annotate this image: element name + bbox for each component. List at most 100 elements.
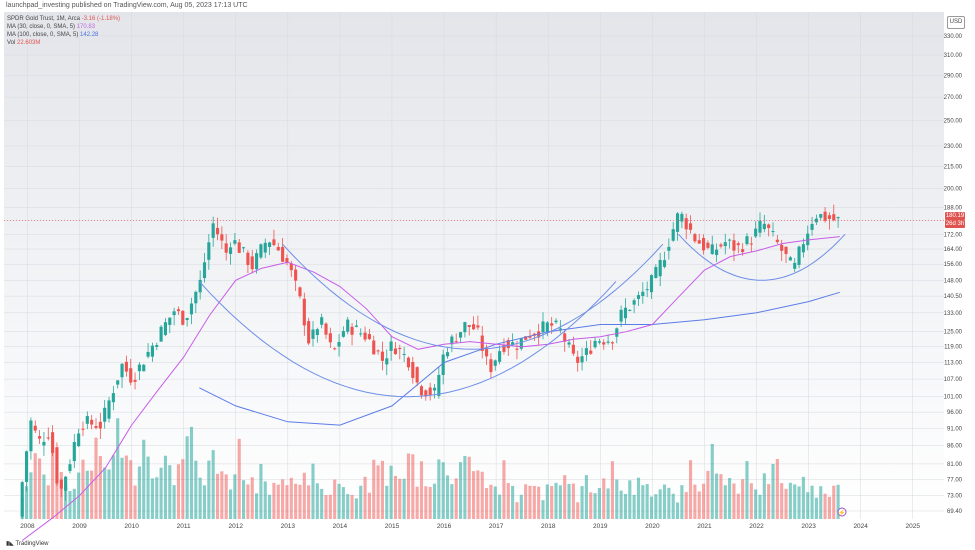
volume-bar — [662, 484, 667, 519]
candle-body — [602, 342, 606, 345]
volume-bar — [25, 486, 29, 519]
volume-bar — [116, 418, 120, 519]
candle-body — [515, 348, 519, 350]
volume-bar — [68, 491, 72, 519]
candle-body — [94, 426, 98, 428]
volume-bar — [476, 470, 480, 519]
legend-ma30-row[interactable]: MA (30, close, 0, SMA, 5) 170.83 — [7, 23, 120, 31]
time-tick-label: 2011 — [177, 523, 191, 530]
volume-bar — [198, 477, 202, 519]
candle-body — [159, 326, 163, 342]
candle-body — [467, 325, 471, 327]
legend-symbol-row[interactable]: SPDR Gold Trust, 1M, Arca -3.16 (-1.18%) — [7, 15, 120, 23]
volume-bar — [706, 470, 710, 519]
rounding-arc — [678, 233, 846, 281]
candle-body — [163, 322, 168, 335]
volume-bar — [493, 486, 497, 519]
volume-bar — [823, 493, 827, 519]
candle-body — [198, 279, 202, 293]
candle-body — [472, 324, 476, 330]
volume-bar — [120, 457, 124, 519]
candle-body — [485, 348, 489, 357]
candle-body — [320, 317, 324, 325]
candle-body — [754, 228, 758, 237]
volume-bar — [159, 467, 163, 519]
volume-bar — [498, 494, 502, 519]
volume-bar — [276, 484, 280, 519]
volume-bar — [793, 484, 797, 519]
volume-bar — [485, 488, 489, 519]
volume-bar — [90, 470, 94, 519]
volume-bar — [42, 474, 46, 519]
volume-bar — [741, 479, 745, 519]
volume-bar — [29, 472, 33, 519]
candle-body — [185, 318, 189, 321]
volume-bar — [419, 461, 424, 519]
time-tick-label: 2010 — [124, 523, 139, 530]
volume-bar — [380, 460, 384, 519]
candle-body — [723, 242, 727, 247]
candle-body — [641, 291, 645, 297]
candle-body — [827, 215, 831, 219]
time-tick-label: 2025 — [906, 523, 921, 530]
volume-bar — [285, 485, 289, 519]
volume-bar — [719, 474, 723, 519]
volume-bar — [762, 473, 766, 519]
volume-bar — [294, 483, 298, 519]
candle-body — [775, 239, 779, 243]
price-tick-label: 91.00 — [947, 426, 963, 432]
volume-bar — [289, 477, 293, 519]
candle-body — [463, 322, 467, 333]
volume-bar — [337, 483, 341, 519]
time-axis: 2008 2009 2010 2011 2012 2013 2014 2015 2016 2017… — [20, 523, 920, 530]
candle-body — [667, 246, 671, 251]
volume-bar — [354, 498, 358, 519]
candle-body — [671, 229, 675, 241]
candle-body — [289, 263, 293, 271]
candle-body — [489, 359, 493, 373]
volume-bar — [107, 469, 111, 519]
time-tick-label: 2024 — [853, 523, 868, 530]
candle-body — [749, 243, 753, 245]
volume-bar — [736, 493, 740, 519]
candle-body — [263, 242, 267, 253]
legend-volume-row[interactable]: Vol 22.603M — [7, 39, 120, 47]
candle-body — [90, 419, 94, 425]
ma100-line — [199, 291, 840, 426]
legend-ma100-row[interactable]: MA (100, close, 0, SMA, 5) 142.28 — [7, 31, 120, 39]
candle-body — [710, 244, 714, 255]
volume-bar — [424, 486, 428, 519]
volume-bar — [146, 456, 150, 519]
candle-body — [645, 289, 649, 291]
candle-body — [550, 323, 554, 326]
candle-body — [359, 333, 363, 335]
candle-body — [728, 239, 732, 241]
volume-bar — [38, 458, 42, 519]
price-axis: 69.40 73.00 77.00 81.00 86.00 91.00 96.00 101.0… — [944, 34, 963, 515]
candle-body — [636, 295, 641, 299]
volume-bar — [333, 479, 337, 519]
volume-bar — [172, 485, 176, 519]
volume-bar — [758, 494, 762, 519]
candle-body — [458, 332, 463, 338]
tradingview-logo[interactable]: ▮◣ TradingView — [6, 540, 49, 547]
candle-body — [519, 338, 523, 349]
candle-body — [146, 351, 150, 357]
candle-body — [393, 348, 398, 355]
candle-body — [819, 214, 823, 218]
candle-body — [498, 351, 502, 362]
candle-body — [662, 260, 667, 267]
volume-bar — [571, 483, 575, 519]
time-tick-label: 2022 — [749, 523, 764, 530]
volume-bar — [176, 464, 181, 519]
candle-body — [111, 393, 115, 403]
currency-button[interactable]: USD — [947, 16, 965, 29]
rounding-arcs — [198, 233, 846, 398]
candle-body — [419, 386, 424, 396]
price-tick-label: 125.00 — [944, 330, 963, 336]
volume-bar — [402, 478, 406, 519]
volume-bar — [606, 488, 610, 519]
candle-body — [55, 447, 59, 484]
symbol-change: -3.16 (-1.18%) — [81, 16, 121, 22]
